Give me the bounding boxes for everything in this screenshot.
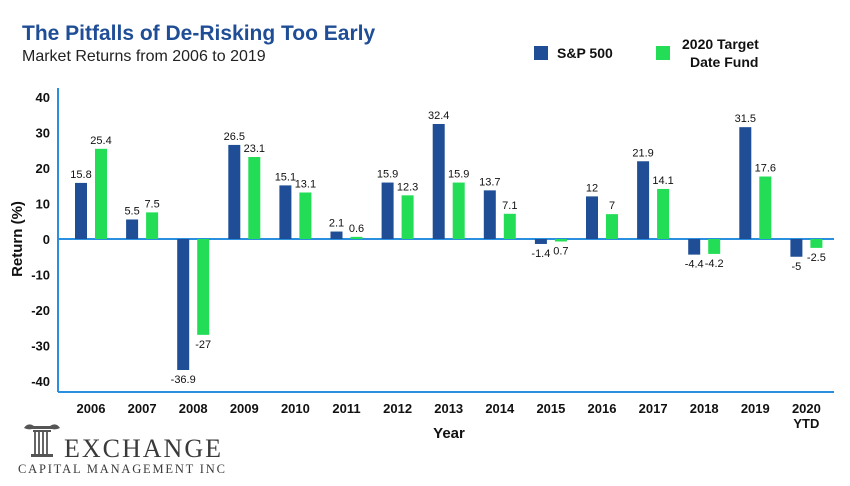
data-label-sp500: 2.1 (329, 218, 344, 230)
bar-target-date-fund (810, 239, 823, 248)
bar-sp500 (279, 185, 292, 239)
bar-target-date-fund (759, 176, 772, 239)
column-pillar-icon (24, 424, 60, 457)
data-label-sp500: -5 (792, 261, 802, 273)
bar-target-date-fund (197, 239, 210, 335)
x-tick-label: 2014 (485, 401, 515, 416)
x-tick-label: 2017 (639, 401, 668, 416)
bar-sp500 (483, 190, 496, 239)
logo-subtitle: CAPITAL MANAGEMENT INC (18, 462, 227, 476)
bar-target-date-fund (146, 212, 159, 239)
x-tick-label: 2018 (690, 401, 719, 416)
bar-target-date-fund (708, 239, 721, 254)
x-tick-label: 2008 (179, 401, 208, 416)
legend-label-sp500: S&P 500 (557, 45, 613, 61)
x-tick-label: 2007 (128, 401, 157, 416)
data-label-target-date-fund: 25.4 (90, 135, 111, 147)
bar-target-date-fund (401, 195, 414, 239)
bar-sp500 (228, 144, 241, 239)
bar-sp500 (688, 239, 701, 255)
data-label-target-date-fund: 7.5 (144, 198, 159, 210)
x-tick-label: 2016 (588, 401, 617, 416)
x-tick-label: 2019 (741, 401, 770, 416)
data-label-target-date-fund: 17.6 (755, 163, 776, 175)
data-label-sp500: 26.5 (224, 131, 245, 143)
legend-swatch-sp500 (534, 46, 548, 60)
data-label-target-date-fund: -4.2 (705, 258, 724, 270)
y-tick-label: -10 (31, 268, 50, 283)
bar-sp500 (432, 123, 445, 239)
data-label-sp500: 31.5 (735, 113, 756, 125)
data-label-sp500: 15.1 (275, 171, 296, 183)
bar-sp500 (586, 196, 598, 239)
chart-subtitle: Market Returns from 2006 to 2019 (22, 48, 266, 65)
x-tick-label: 2011 (332, 401, 360, 416)
data-label-target-date-fund: 14.1 (652, 175, 673, 187)
data-label-sp500: 15.9 (377, 169, 398, 181)
bar-target-date-fund (452, 182, 465, 239)
bar-sp500 (177, 239, 190, 370)
data-label-sp500: -1.4 (531, 248, 550, 260)
bar-target-date-fund (299, 192, 312, 239)
bar-sp500 (739, 127, 752, 239)
x-axis-title: Year (433, 425, 465, 442)
data-label-target-date-fund: -2.5 (807, 252, 826, 264)
legend-label-target-line2: Date Fund (690, 54, 759, 70)
bar-sp500 (790, 239, 803, 257)
chart-title: The Pitfalls of De-Risking Too Early (22, 22, 376, 45)
x-tick-label: 2020 (792, 401, 821, 416)
data-label-sp500: 5.5 (124, 205, 139, 217)
data-label-sp500: -36.9 (171, 374, 196, 386)
x-tick-label: 2009 (230, 401, 259, 416)
y-tick-label: -20 (31, 303, 50, 318)
bar-target-date-fund (606, 214, 618, 239)
bar-target-date-fund (657, 188, 670, 239)
data-label-target-date-fund: 7 (609, 200, 615, 212)
y-tick-label: 0 (43, 232, 50, 247)
data-label-sp500: -4.4 (685, 259, 704, 271)
data-label-target-date-fund: 23.1 (244, 143, 265, 155)
bar-sp500 (534, 239, 547, 244)
x-tick-label: 2006 (77, 401, 106, 416)
bar-sp500 (75, 182, 87, 239)
bar-target-date-fund (503, 213, 516, 239)
y-tick-label: 30 (36, 126, 50, 141)
x-tick-label: 2012 (383, 401, 412, 416)
data-label-sp500: 15.8 (70, 169, 91, 181)
data-label-target-date-fund: 12.3 (397, 181, 418, 193)
data-label-target-date-fund: -27 (195, 339, 211, 351)
bar-target-date-fund (95, 148, 107, 239)
bar-sp500 (637, 161, 650, 239)
data-label-target-date-fund: 0.7 (553, 245, 568, 257)
data-label-sp500: 12 (586, 182, 598, 194)
data-label-target-date-fund: 0.6 (349, 223, 364, 235)
x-tick-label: 2015 (536, 401, 565, 416)
data-label-target-date-fund: 15.9 (448, 169, 469, 181)
data-label-target-date-fund: 7.1 (502, 200, 517, 212)
y-tick-label: 40 (36, 90, 50, 105)
bar-target-date-fund (350, 236, 363, 239)
bar-sp500 (330, 231, 343, 239)
x-tick-label: 2013 (434, 401, 463, 416)
logo-name: EXCHANGE (64, 434, 223, 463)
legend-label-target-line1: 2020 Target (682, 36, 759, 52)
bar-sp500 (126, 219, 139, 239)
y-tick-label: 20 (36, 161, 50, 176)
bar-target-date-fund (248, 156, 261, 239)
data-label-sp500: 21.9 (632, 147, 653, 159)
bar-sp500 (381, 182, 394, 239)
data-label-sp500: 32.4 (428, 110, 449, 122)
bar-target-date-fund (554, 239, 567, 242)
data-label-target-date-fund: 13.1 (295, 178, 316, 190)
y-tick-label: -40 (31, 374, 50, 389)
y-tick-label: -30 (31, 339, 50, 354)
y-tick-label: 10 (36, 197, 50, 212)
x-tick-label: YTD (793, 416, 819, 431)
y-axis-title: Return (%) (9, 201, 26, 277)
x-tick-label: 2010 (281, 401, 310, 416)
data-label-sp500: 13.7 (479, 176, 500, 188)
legend-swatch-target (656, 46, 670, 60)
